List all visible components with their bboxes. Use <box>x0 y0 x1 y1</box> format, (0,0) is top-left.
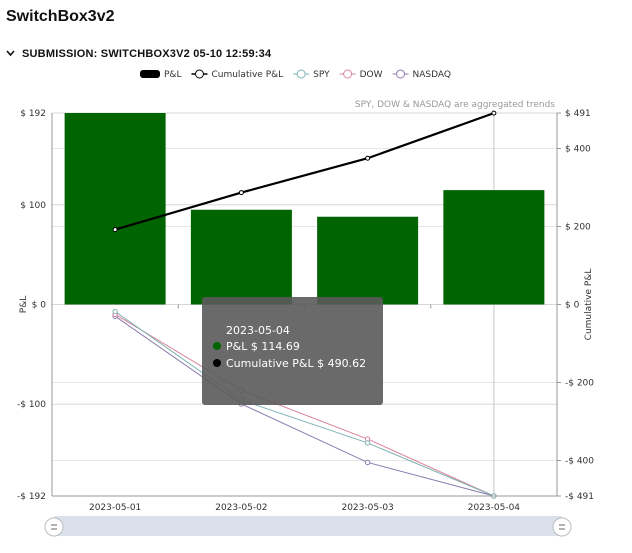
bar-pnl <box>190 209 292 305</box>
y-tick-label-right: $ 400 <box>565 144 591 154</box>
point-cumulative-p-l <box>491 110 497 116</box>
series-line-nasdaq <box>114 315 495 497</box>
y-tick-label-right: -$ 200 <box>565 379 594 389</box>
range-handle-right[interactable] <box>552 517 572 537</box>
y-tick-label-left: -$ 192 <box>17 492 46 502</box>
legend-label: NASDAQ <box>413 70 451 80</box>
tooltip-cum: Cumulative P&L $ 490.62 <box>226 357 366 370</box>
x-tick-label: 2023-05-04 <box>468 503 521 513</box>
legend-swatch-bar <box>140 70 160 78</box>
range-handle-left[interactable] <box>44 517 64 537</box>
legend-item: NASDAQ <box>392 69 451 80</box>
tooltip: 2023-05-04 P&L $ 114.69 Cumulative P&L $ 4… <box>202 297 383 405</box>
axes-group: $ 192 $ 100 $ 0 -$ 100 -$ 192 $ 491 $ 400 $ 200… <box>17 109 594 513</box>
legend-label: DOW <box>360 70 383 80</box>
range-scrollbar[interactable] <box>44 516 572 537</box>
y-tick-label-left: $ 0 <box>32 301 47 311</box>
legend-label: SPY <box>313 70 330 80</box>
y-axis-title-right: Cumulative P&L <box>584 269 594 341</box>
x-tick-label: 2023-05-03 <box>341 503 393 513</box>
legend-item: Cumulative P&L <box>191 69 283 80</box>
point-nasdaq <box>364 459 371 466</box>
x-tick-label: 2023-05-02 <box>215 503 267 513</box>
x-tick-label: 2023-05-01 <box>89 503 141 513</box>
chart-legend: P&L Cumulative P&L SPY DOW NASDAQ <box>140 69 451 80</box>
legend-swatch-marker <box>396 69 406 79</box>
legend-item: DOW <box>339 69 383 80</box>
bar-pnl <box>317 216 419 305</box>
legend-swatch-marker <box>296 69 306 79</box>
y-tick-label-right: $ 200 <box>565 222 591 232</box>
bars-group <box>64 113 545 305</box>
y-tick-label-right: $ 491 <box>565 109 591 119</box>
tooltip-box <box>202 297 383 405</box>
legend-swatch-marker <box>194 69 204 79</box>
series-line-dow <box>114 313 495 497</box>
legend-item: P&L <box>140 70 181 80</box>
tooltip-date: 2023-05-04 <box>226 324 290 337</box>
app-title: SwitchBox3v2 <box>6 8 115 25</box>
lines-group <box>112 110 497 499</box>
aggregated-trends-note: SPY, DOW & NASDAQ are aggregated trends <box>355 100 555 110</box>
range-track[interactable] <box>54 516 562 536</box>
y-tick-label-left: $ 100 <box>20 201 46 211</box>
point-cumulative-p-l <box>365 155 371 161</box>
tooltip-pnl: P&L $ 114.69 <box>226 340 300 353</box>
bar-pnl <box>443 190 545 305</box>
legend-swatch-marker <box>343 69 353 79</box>
tooltip-cum-dot <box>213 359 221 367</box>
submission-header[interactable]: SUBMISSION: SWITCHBOX3V2 05-10 12:59:34 <box>6 48 271 60</box>
y-tick-label-left: $ 192 <box>20 109 46 119</box>
y-tick-label-left: -$ 100 <box>17 400 46 410</box>
series-line-cumulative-p-l <box>114 112 495 231</box>
tooltip-pnl-dot <box>213 342 221 350</box>
point-spy <box>112 308 118 315</box>
submission-title: SUBMISSION: SWITCHBOX3V2 05-10 12:59:34 <box>22 48 272 60</box>
chevron-down-icon[interactable] <box>6 48 16 60</box>
y-tick-label-right: -$ 491 <box>565 492 594 502</box>
bar-pnl <box>64 113 166 305</box>
y-tick-label-right: $ 0 <box>565 301 580 311</box>
point-spy <box>364 440 371 446</box>
point-cumulative-p-l <box>112 227 118 233</box>
y-tick-label-right: -$ 400 <box>565 457 594 467</box>
y-axis-title-left: P&L <box>19 296 29 313</box>
point-cumulative-p-l <box>238 190 244 196</box>
legend-item: SPY <box>293 69 330 80</box>
legend-label: Cumulative P&L <box>211 70 283 80</box>
legend-label: P&L <box>164 70 181 80</box>
series-line-spy <box>114 311 495 497</box>
